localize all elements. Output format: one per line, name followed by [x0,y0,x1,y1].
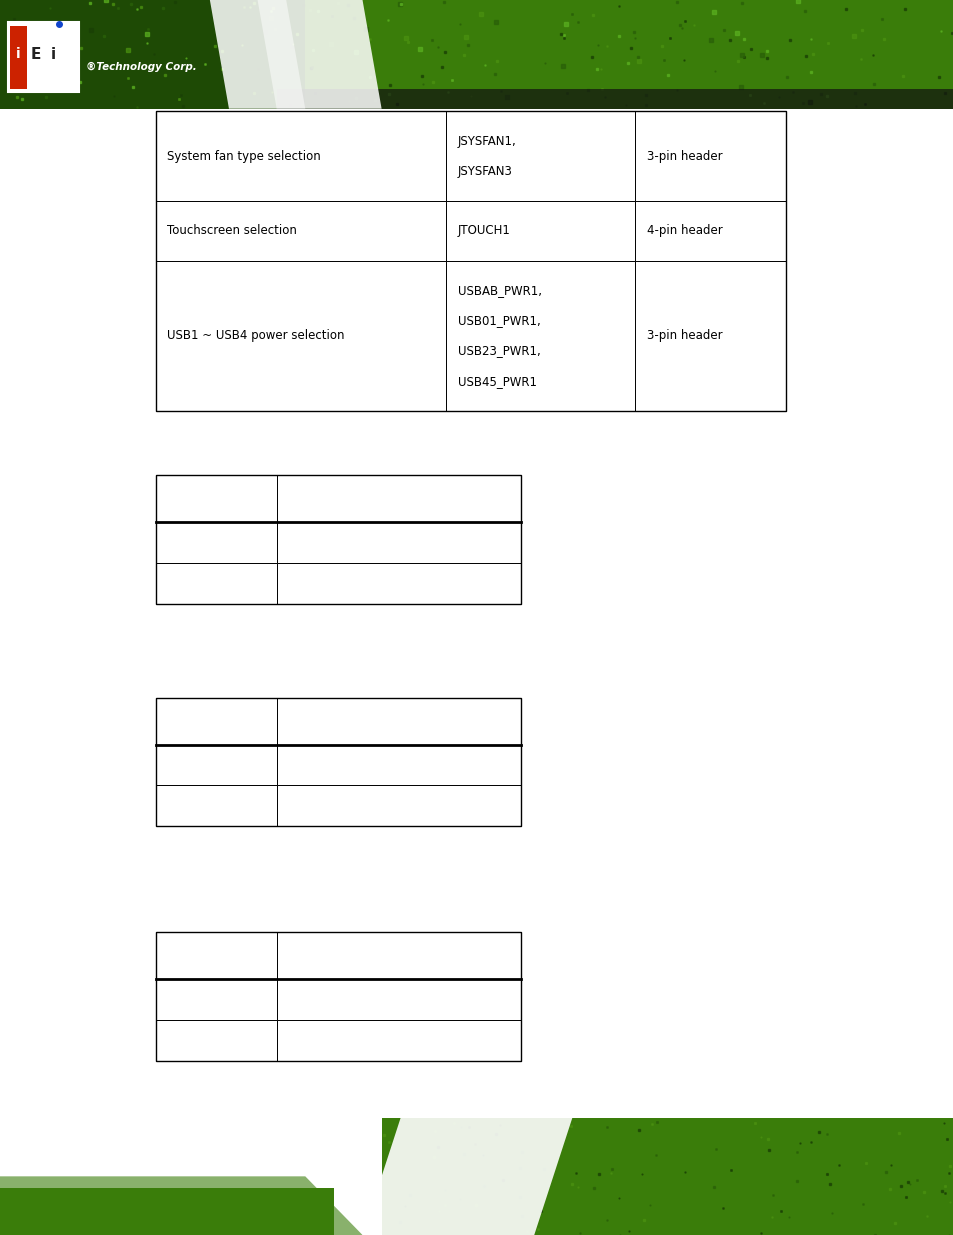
Text: JTOUCH1: JTOUCH1 [457,225,510,237]
Bar [381,1118,953,1235]
Bar [446,261,635,411]
Bar [276,89,953,109]
Bar [155,475,276,522]
Bar [155,563,276,604]
Bar [0,1188,334,1235]
Text: JSYSFAN3: JSYSFAN3 [457,164,513,178]
Polygon shape [210,0,381,109]
Text: i: i [51,47,56,62]
Polygon shape [0,1176,362,1235]
Bar [10,26,27,89]
Text: JSYSFAN1,: JSYSFAN1, [457,135,517,148]
Polygon shape [362,1118,572,1235]
Bar [155,932,520,1061]
Bar [276,522,520,563]
Bar [155,201,446,261]
Bar [446,111,635,201]
Bar [635,201,785,261]
Text: 3-pin header: 3-pin header [646,330,721,342]
Bar [155,785,276,826]
Bar [155,932,276,979]
Text: USB23_PWR1,: USB23_PWR1, [457,345,540,357]
Text: USB45_PWR1: USB45_PWR1 [457,374,537,388]
Bar [446,201,635,261]
Text: USB1 ~ USB4 power selection: USB1 ~ USB4 power selection [167,330,344,342]
Bar [635,111,785,201]
Text: ®Technology Corp.: ®Technology Corp. [86,62,196,73]
Bar [155,475,520,604]
Bar [155,111,446,201]
Bar [635,261,785,411]
Bar [155,745,276,785]
Text: USBAB_PWR1,: USBAB_PWR1, [457,284,541,298]
Bar [276,475,520,522]
Polygon shape [257,0,305,109]
Bar [276,932,520,979]
Bar [276,698,520,745]
Text: i: i [16,47,20,62]
Bar [155,522,276,563]
Bar [276,785,520,826]
Bar [8,22,79,93]
Text: E: E [31,47,41,62]
Bar [155,979,276,1020]
Text: 4-pin header: 4-pin header [646,225,721,237]
Bar [276,563,520,604]
Bar [276,1020,520,1061]
Text: 3-pin header: 3-pin header [646,149,721,163]
Bar [155,698,520,826]
Bar [0,0,305,109]
Bar [155,1020,276,1061]
Bar [155,261,446,411]
Bar [276,979,520,1020]
Bar [0,0,953,109]
Bar [155,111,785,411]
Text: Touchscreen selection: Touchscreen selection [167,225,296,237]
Text: System fan type selection: System fan type selection [167,149,320,163]
Bar [155,698,276,745]
Text: USB01_PWR1,: USB01_PWR1, [457,315,540,327]
Bar [276,745,520,785]
